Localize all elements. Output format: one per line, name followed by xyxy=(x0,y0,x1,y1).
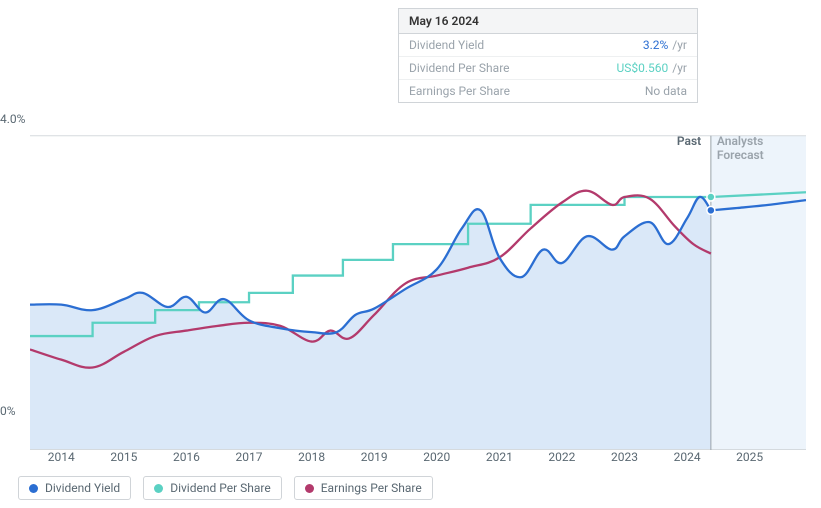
tooltip-label: Dividend Per Share xyxy=(409,61,617,75)
hover-tooltip: May 16 2024 Dividend Yield3.2%/yrDividen… xyxy=(398,8,698,103)
tooltip-value: 3.2%/yr xyxy=(643,38,687,52)
forecast-annotation: Analysts Forecast xyxy=(717,134,806,162)
tooltip-row: Dividend Yield3.2%/yr xyxy=(399,34,697,57)
x-axis-label: 2020 xyxy=(423,450,450,464)
legend-label: Dividend Per Share xyxy=(170,481,271,495)
tooltip-label: Dividend Yield xyxy=(409,38,643,52)
plot-area: Past Analysts Forecast xyxy=(30,120,806,450)
legend-earnings-per-share[interactable]: Earnings Per Share xyxy=(294,476,433,500)
x-axis-label: 2015 xyxy=(110,450,137,464)
tooltip-value: US$0.560/yr xyxy=(617,61,688,75)
chart-svg xyxy=(30,120,806,450)
legend-dividend-yield[interactable]: Dividend Yield xyxy=(18,476,131,500)
tooltip-row: Dividend Per ShareUS$0.560/yr xyxy=(399,57,697,80)
legend-swatch-icon xyxy=(154,484,163,493)
x-axis-label: 2022 xyxy=(548,450,575,464)
x-axis-label: 2021 xyxy=(486,450,513,464)
chart-container: May 16 2024 Dividend Yield3.2%/yrDividen… xyxy=(0,0,821,508)
x-axis-label: 2014 xyxy=(48,450,75,464)
x-axis-label: 2018 xyxy=(298,450,325,464)
legend-label: Dividend Yield xyxy=(45,481,120,495)
legend-swatch-icon xyxy=(305,484,314,493)
past-annotation: Past xyxy=(677,134,701,148)
tooltip-date: May 16 2024 xyxy=(399,9,697,34)
x-axis-label: 2024 xyxy=(674,450,701,464)
x-axis-label: 2017 xyxy=(236,450,263,464)
legend-swatch-icon xyxy=(29,484,38,493)
tooltip-value: No data xyxy=(645,84,687,98)
y-axis-max-label: 4.0% xyxy=(0,112,25,126)
legend-label: Earnings Per Share xyxy=(321,481,422,495)
legend: Dividend Yield Dividend Per Share Earnin… xyxy=(18,476,433,500)
y-axis-min-label: 0% xyxy=(0,404,16,418)
tooltip-label: Earnings Per Share xyxy=(409,84,645,98)
x-axis-label: 2023 xyxy=(611,450,638,464)
x-axis-label: 2016 xyxy=(173,450,200,464)
x-axis-label: 2025 xyxy=(736,450,763,464)
legend-dividend-per-share[interactable]: Dividend Per Share xyxy=(143,476,282,500)
tooltip-row: Earnings Per ShareNo data xyxy=(399,80,697,102)
x-axis-label: 2019 xyxy=(361,450,388,464)
